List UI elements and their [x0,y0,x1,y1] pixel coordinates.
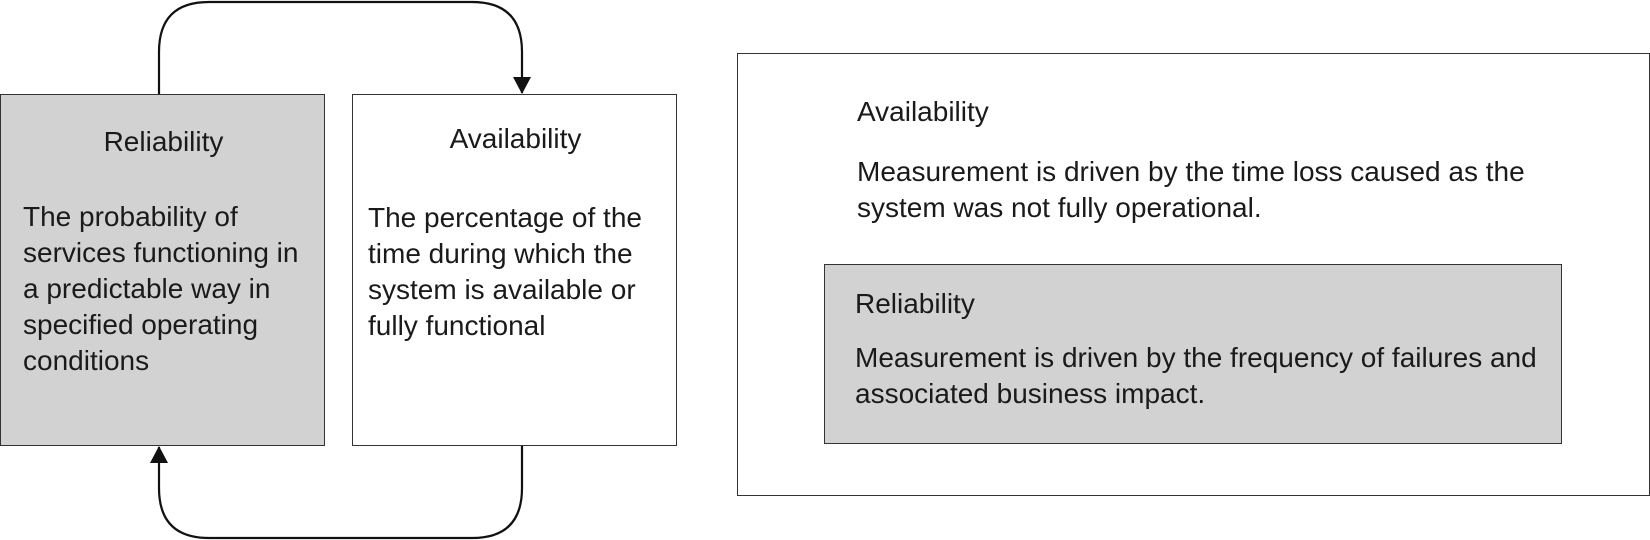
arrow-reliability-to-availability [157,0,524,94]
availability-card-title: Availability [449,123,582,154]
arrow-availability-to-reliability [157,446,524,540]
arrowhead-into-availability [513,77,531,94]
arrowhead-into-reliability [150,446,168,463]
availability-card: Availability The percentage of the time … [352,94,677,446]
reliability-measurement-card: Reliability Measurement is driven by the… [824,264,1562,444]
reliability-card: Reliability The probability of services … [0,94,325,446]
availability-card-description: The percentage of the time during which … [368,202,642,341]
availability-measurement-text: Measurement is driven by the time loss c… [857,156,1525,223]
reliability-measurement-text: Measurement is driven by the frequency o… [855,342,1537,409]
availability-measurement-title: Availability [857,96,989,127]
reliability-measurement-title: Reliability [855,288,975,319]
reliability-card-title: Reliability [103,126,224,157]
reliability-card-description: The probability of services functioning … [23,201,299,376]
